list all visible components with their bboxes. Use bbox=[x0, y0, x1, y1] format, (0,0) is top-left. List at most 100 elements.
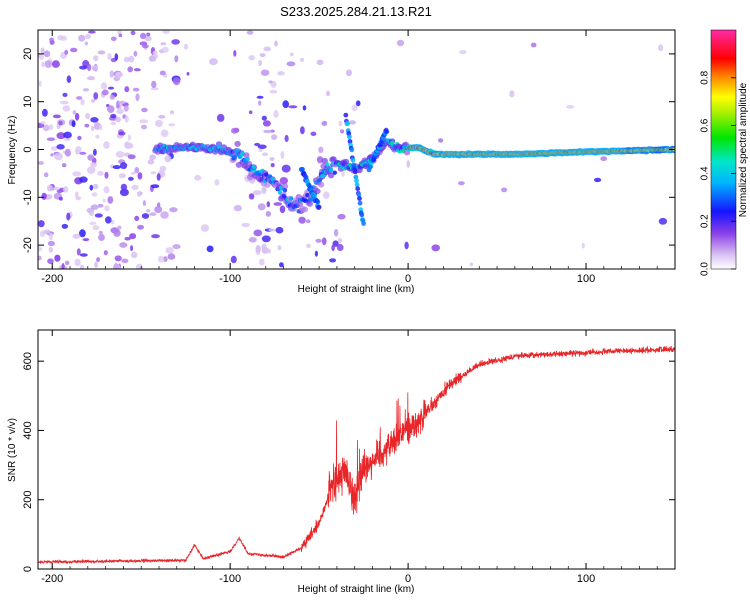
noise-blob bbox=[140, 32, 147, 40]
noise-blob bbox=[70, 47, 78, 53]
noise-blob bbox=[54, 152, 63, 161]
noise-blob bbox=[38, 255, 42, 261]
snr-y-tick-label: 400 bbox=[22, 421, 34, 439]
noise-blob bbox=[42, 124, 50, 132]
noise-blob bbox=[76, 96, 83, 100]
noise-blob bbox=[137, 224, 144, 230]
noise-blob bbox=[104, 171, 109, 179]
noise-blob bbox=[167, 253, 176, 260]
noise-blob bbox=[109, 94, 115, 100]
noise-blob bbox=[135, 93, 140, 102]
noise-blob bbox=[108, 86, 114, 90]
noise-blob bbox=[258, 148, 263, 152]
noise-blob bbox=[110, 113, 117, 119]
noise-blob bbox=[269, 157, 275, 161]
colorbar-tick-label: 0.6 bbox=[700, 118, 711, 132]
noise-blob bbox=[338, 237, 342, 244]
spectrogram-y-label: Frequency (Hz) bbox=[7, 116, 18, 185]
noise-blob bbox=[300, 126, 305, 135]
ridge-streak bbox=[353, 174, 359, 180]
noise-blob bbox=[302, 105, 307, 111]
noise-blob bbox=[41, 192, 47, 200]
ridge-streak bbox=[300, 166, 305, 172]
noise-blob bbox=[84, 41, 89, 46]
colorbar-tick-label: 0.8 bbox=[700, 70, 711, 84]
noise-blob bbox=[132, 87, 140, 92]
spectrogram-y-tick-label: -20 bbox=[22, 237, 34, 253]
noise-blob bbox=[151, 80, 157, 89]
noise-blob bbox=[248, 237, 257, 243]
noise-blob bbox=[116, 108, 124, 115]
noise-blob bbox=[96, 257, 101, 263]
noise-blob bbox=[127, 154, 136, 160]
noise-blob bbox=[279, 205, 286, 214]
noise-blob bbox=[286, 61, 296, 67]
noise-blob bbox=[128, 55, 135, 63]
noise-blob bbox=[124, 86, 130, 93]
snr-y-label: SNR (10 * v/v) bbox=[7, 418, 18, 482]
noise-blob bbox=[44, 60, 52, 68]
noise-blob bbox=[137, 172, 143, 180]
noise-blob bbox=[107, 53, 112, 60]
noise-blob bbox=[273, 202, 283, 206]
noise-blob bbox=[172, 77, 181, 86]
noise-blob bbox=[92, 225, 100, 231]
noise-blob bbox=[62, 92, 68, 97]
noise-blob bbox=[47, 258, 54, 265]
noise-blob bbox=[459, 50, 467, 55]
noise-blob bbox=[130, 251, 138, 259]
ridge-core bbox=[328, 168, 334, 173]
noise-blob bbox=[404, 241, 409, 250]
noise-blob bbox=[71, 120, 76, 128]
noise-blob bbox=[300, 57, 304, 62]
noise-blob bbox=[253, 229, 263, 237]
noise-blob bbox=[340, 129, 345, 134]
noise-blob bbox=[151, 184, 160, 189]
noise-blob bbox=[257, 203, 266, 211]
noise-blob bbox=[260, 69, 270, 76]
snr-x-tick-label: -100 bbox=[219, 573, 241, 585]
noise-blob bbox=[113, 229, 121, 237]
ridge-streak bbox=[352, 169, 358, 175]
noise-blob bbox=[284, 134, 289, 143]
ridge-streak bbox=[349, 147, 355, 153]
spectrogram-y-tick-label: -10 bbox=[22, 189, 34, 205]
noise-blob bbox=[89, 184, 94, 191]
noise-blob bbox=[265, 211, 271, 217]
noise-blob bbox=[258, 100, 262, 106]
noise-blob bbox=[261, 243, 267, 250]
noise-blob bbox=[127, 134, 131, 141]
noise-blob bbox=[38, 161, 44, 165]
noise-blob bbox=[259, 53, 266, 58]
noise-blob bbox=[275, 226, 284, 234]
noise-blob bbox=[277, 245, 282, 251]
noise-blob bbox=[118, 100, 126, 105]
noise-blob bbox=[131, 184, 139, 190]
noise-blob bbox=[351, 104, 358, 112]
noise-blob bbox=[321, 237, 327, 246]
noise-blob bbox=[162, 30, 170, 34]
noise-blob bbox=[261, 152, 269, 156]
ridge-halo bbox=[327, 172, 335, 179]
noise-blob bbox=[120, 183, 128, 191]
noise-blob bbox=[114, 255, 122, 262]
noise-blob bbox=[341, 171, 345, 177]
noise-blob bbox=[110, 121, 117, 126]
spectrogram-y-tick-label: 20 bbox=[22, 48, 34, 60]
noise-blob bbox=[262, 120, 271, 127]
colorbar-gradient bbox=[710, 29, 737, 270]
noise-blob bbox=[168, 123, 176, 127]
noise-blob bbox=[72, 110, 77, 115]
noise-blob bbox=[121, 258, 129, 263]
ridge-core bbox=[251, 164, 256, 170]
noise-blob bbox=[566, 105, 575, 109]
noise-blob bbox=[97, 171, 104, 176]
noise-blob bbox=[40, 121, 46, 125]
ridge-core bbox=[308, 197, 314, 202]
noise-blob bbox=[431, 244, 441, 252]
ridge-streak bbox=[357, 196, 362, 201]
spectrogram-x-tick-label: 0 bbox=[405, 273, 411, 285]
noise-blob bbox=[86, 76, 96, 81]
